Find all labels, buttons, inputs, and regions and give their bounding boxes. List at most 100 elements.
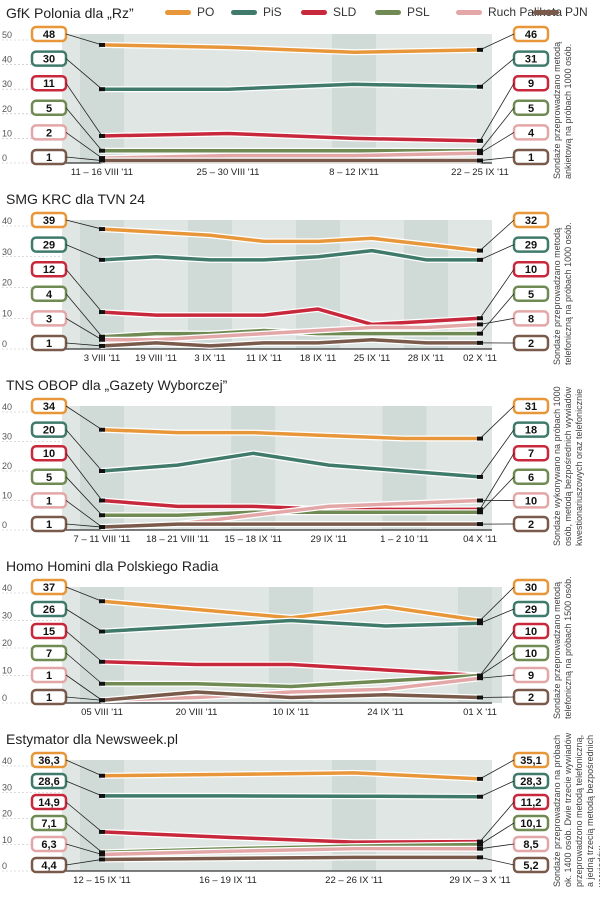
- value-connector: [479, 429, 515, 478]
- value-connector: [479, 58, 515, 88]
- start-value-label: 7: [46, 648, 52, 660]
- y-tick-label: 40: [2, 402, 12, 412]
- value-connector: [65, 405, 103, 431]
- value-connector: [65, 608, 103, 632]
- end-value-box: [512, 25, 550, 43]
- plot-stripe: [80, 220, 124, 349]
- line-end-marker: [99, 698, 105, 703]
- start-value-box: [30, 468, 68, 486]
- end-value-label: 6: [528, 472, 534, 484]
- legend-label: PiS: [263, 5, 282, 19]
- value-connector: [479, 268, 515, 319]
- line-end-marker: [99, 133, 105, 138]
- start-value-label: 1: [46, 152, 52, 164]
- y-tick-label: 50: [2, 30, 12, 40]
- start-value-label: 2: [46, 127, 52, 139]
- x-tick-label: 24 IX '11: [367, 707, 404, 718]
- methodology-note-text: Sondaże przeprowadzano metodą telefonicz…: [552, 576, 573, 719]
- start-value-label: 3: [46, 313, 52, 325]
- value-connector: [65, 843, 103, 855]
- line-end-marker: [477, 474, 483, 479]
- line-end-marker: [477, 158, 483, 163]
- series-line: [100, 82, 482, 91]
- end-value-label: 1: [528, 152, 534, 164]
- legend-item: PO: [165, 4, 214, 20]
- value-connector: [65, 780, 103, 797]
- value-connector: [479, 293, 515, 334]
- series-line: [100, 830, 482, 844]
- x-tick-label: 7 – 11 VIII '11: [74, 534, 131, 545]
- end-value-label: 28,3: [520, 776, 541, 788]
- series-line: [100, 151, 482, 160]
- end-value-label: 10: [525, 264, 537, 276]
- end-value-label: 2: [528, 338, 534, 350]
- start-value-label: 5: [46, 472, 52, 484]
- line-end-marker: [477, 776, 483, 781]
- series-line: [100, 846, 482, 857]
- line-end-marker: [99, 257, 105, 262]
- line-chart: 0 10 20 30 40 34 31 20 18 10 7 5 6 1 10 1 2 7 – 11 VIII '…: [2, 397, 550, 545]
- line-end-marker: [477, 257, 483, 262]
- y-tick-label: 40: [2, 216, 12, 226]
- value-connector: [65, 58, 103, 90]
- line-end-marker: [477, 340, 483, 345]
- x-tick-label: 12 – 15 IX '11: [73, 875, 131, 886]
- value-connector: [479, 586, 515, 621]
- legend-swatch: [231, 10, 257, 16]
- y-tick-label: 0: [2, 520, 7, 530]
- series-line: [100, 690, 482, 702]
- line-end-marker: [99, 310, 105, 315]
- line-end-marker: [99, 681, 105, 686]
- end-value-box: [512, 468, 550, 486]
- start-value-label: 30: [43, 54, 55, 66]
- end-value-box: [512, 285, 550, 303]
- chart-title: GfK Polonia dla „Rz”: [6, 5, 134, 21]
- line-end-marker: [99, 469, 105, 473]
- value-connector: [479, 759, 515, 780]
- value-connector: [479, 132, 515, 154]
- methodology-note-text: Sondaże wykonywano na próbach 1000 osób,…: [552, 386, 584, 546]
- end-value-label: 10: [525, 648, 537, 660]
- line-end-marker: [477, 846, 483, 851]
- value-connector: [65, 132, 103, 159]
- value-connector: [479, 801, 515, 842]
- end-value-label: 31: [525, 401, 537, 413]
- line-end-marker: [99, 629, 105, 634]
- end-value-label: 31: [525, 54, 537, 66]
- value-connector: [479, 33, 515, 51]
- start-value-label: 26: [43, 604, 55, 616]
- y-tick-label: 30: [2, 782, 12, 792]
- start-value-label: 1: [46, 495, 52, 507]
- end-value-label: 18: [525, 425, 537, 437]
- value-connector: [65, 630, 103, 663]
- legend-item: PiS: [231, 4, 282, 20]
- value-connector: [65, 82, 103, 137]
- end-value-label: 4: [528, 127, 535, 139]
- value-connector: [479, 674, 515, 679]
- y-tick-label: 0: [2, 693, 7, 703]
- x-tick-label: 29 IX '11: [311, 534, 348, 545]
- legend-item: PSL: [375, 4, 430, 20]
- y-tick-label: 0: [2, 339, 7, 349]
- series-line: [100, 131, 482, 143]
- line-end-marker: [477, 47, 483, 52]
- series-line: [100, 248, 482, 262]
- x-tick-label: 28 IX '11: [408, 353, 445, 364]
- chart-panel: Estymator dla Newsweek.pl 0 10 20 30 40 36,3 35…: [0, 730, 600, 895]
- end-value-label: 2: [528, 519, 534, 531]
- start-value-label: 36,3: [38, 755, 59, 767]
- line-end-marker: [477, 151, 483, 156]
- legend-label: PO: [197, 5, 215, 19]
- start-value-label: 37: [43, 582, 55, 594]
- value-connector: [479, 696, 515, 698]
- end-value-label: 10,1: [520, 818, 541, 830]
- line-end-marker: [99, 87, 105, 92]
- start-value-box: [30, 492, 68, 509]
- methodology-note: Sondaże przeprowadzano na próbach ok. 14…: [544, 730, 600, 895]
- line-end-marker: [477, 618, 483, 623]
- value-connector: [65, 156, 103, 161]
- line-end-marker: [477, 673, 483, 678]
- start-value-label: 1: [46, 692, 52, 704]
- line-end-marker: [477, 842, 483, 847]
- series-line: [100, 43, 482, 55]
